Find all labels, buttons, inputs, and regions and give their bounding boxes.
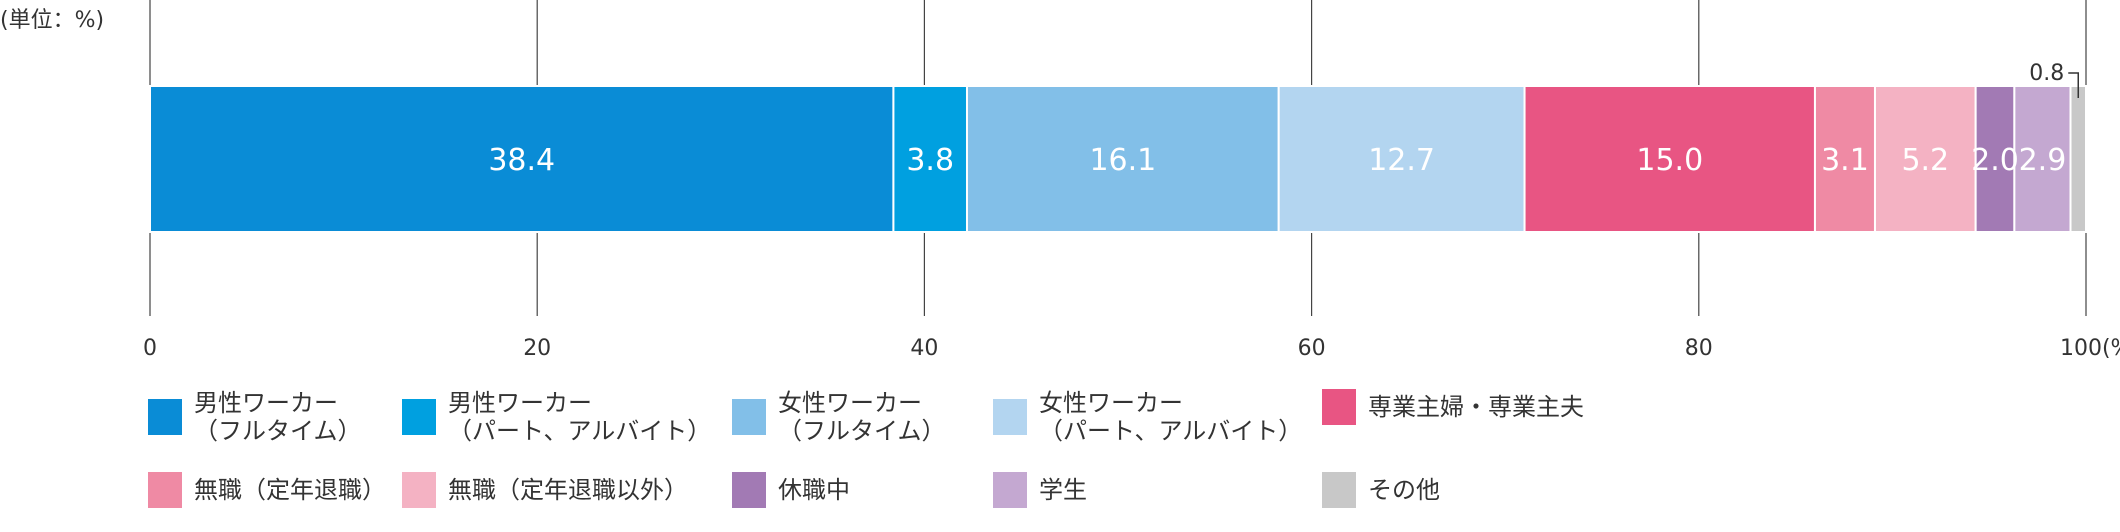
legend-label-line1: 学生 — [1039, 476, 1087, 504]
x-tick-label: 0 — [143, 336, 157, 361]
legend-swatch — [732, 472, 766, 508]
x-tick-label: 100(%) — [2060, 336, 2120, 361]
value-label-unemployed_retired: 3.1 — [1821, 143, 1869, 178]
legend-swatch — [993, 472, 1027, 508]
legend-item-unemployed_other: 無職（定年退職以外） — [402, 472, 688, 508]
legend-item-leave: 休職中 — [732, 472, 850, 508]
bar-segment-homemaker — [1523, 85, 1816, 233]
x-tick-label: 20 — [523, 336, 551, 361]
legend-label-line2: （フルタイム） — [194, 417, 362, 445]
bar-segment-other — [2069, 85, 2087, 233]
x-tick-label: 40 — [910, 336, 938, 361]
bar-segment-unemployed_retired — [1813, 85, 1876, 233]
value-label-student: 2.9 — [2019, 143, 2067, 178]
legend-label: 無職（定年退職） — [194, 476, 386, 504]
legend-label: その他 — [1368, 476, 1440, 504]
legend-label-line1: 無職（定年退職） — [194, 476, 386, 504]
legend-swatch — [993, 399, 1027, 435]
legend-item-other: その他 — [1322, 472, 1440, 508]
legend-item-student: 学生 — [993, 472, 1087, 508]
legend-label-line2: （パート、アルバイト） — [1039, 417, 1303, 445]
legend-swatch — [402, 472, 436, 508]
legend-label: 学生 — [1039, 476, 1087, 504]
legend-swatch — [732, 399, 766, 435]
legend-swatch — [148, 399, 182, 435]
value-label-other: 0.8 — [2029, 61, 2064, 86]
bar-segment-female_full — [965, 85, 1280, 233]
value-label-homemaker: 15.0 — [1636, 143, 1703, 178]
unit-label: (単位：%) — [0, 8, 105, 33]
legend-swatch — [148, 472, 182, 508]
legend-swatch — [402, 399, 436, 435]
bar-segment-male_part — [892, 85, 968, 233]
legend-label-line1: 休職中 — [778, 476, 850, 504]
legend-label-line2: （パート、アルバイト） — [448, 417, 712, 445]
bar-segment-student — [2013, 85, 2072, 233]
legend-label: 休職中 — [778, 476, 850, 504]
x-tick-label: 60 — [1298, 336, 1326, 361]
value-label-leave: 2.0 — [1971, 143, 2019, 178]
legend-item-unemployed_retired: 無職（定年退職） — [148, 472, 386, 508]
value-label-female_part: 12.7 — [1368, 143, 1435, 178]
value-label-unemployed_other: 5.2 — [1901, 143, 1949, 178]
value-label-male_full: 38.4 — [488, 143, 555, 178]
legend-label-line1: その他 — [1368, 476, 1440, 504]
leader-line-other — [2068, 72, 2080, 98]
legend-label-line2: （フルタイム） — [778, 417, 946, 445]
bar-segment-female_part — [1277, 85, 1526, 233]
legend-label-line1: 無職（定年退職以外） — [448, 476, 688, 504]
x-tick-label: 80 — [1685, 336, 1713, 361]
value-label-male_part: 3.8 — [906, 143, 954, 178]
legend-label: 無職（定年退職以外） — [448, 476, 688, 504]
stacked-bar-chart: 38.4 3.8 16.1 12.7 15.0 3.1 5.2 2.0 2.9 0.8 0 20 40 6… — [143, 0, 2120, 361]
bar-segment-unemployed_other — [1873, 85, 1977, 233]
value-label-female_full: 16.1 — [1089, 143, 1156, 178]
legend-swatch — [1322, 472, 1356, 508]
